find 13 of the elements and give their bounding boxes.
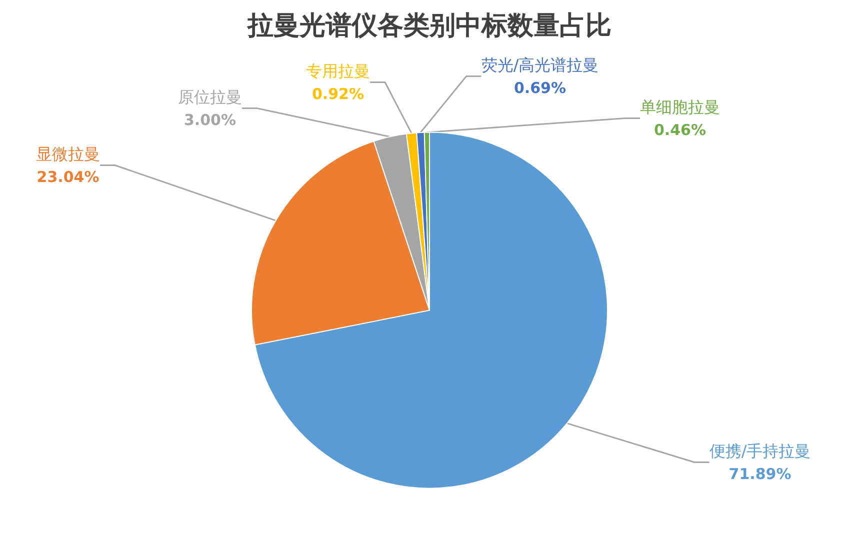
data-label: 71.89% <box>728 465 792 483</box>
slice-label: 便携/手持拉曼 <box>709 442 811 460</box>
chart-title: 拉曼光谱仪各类别中标数量占比 <box>246 11 612 41</box>
slice-label: 原位拉曼 <box>178 88 242 106</box>
slice-label: 荧光/高光谱拉曼 <box>481 56 599 74</box>
data-label: 3.00% <box>184 111 236 129</box>
data-label: 23.04% <box>36 168 100 186</box>
slice-label: 单细胞拉曼 <box>640 98 720 116</box>
data-label: 0.69% <box>514 79 566 97</box>
data-label: 0.92% <box>312 85 364 103</box>
data-label: 0.46% <box>654 121 706 139</box>
slice-label: 专用拉曼 <box>306 62 370 80</box>
slice-label: 显微拉曼 <box>36 144 100 164</box>
